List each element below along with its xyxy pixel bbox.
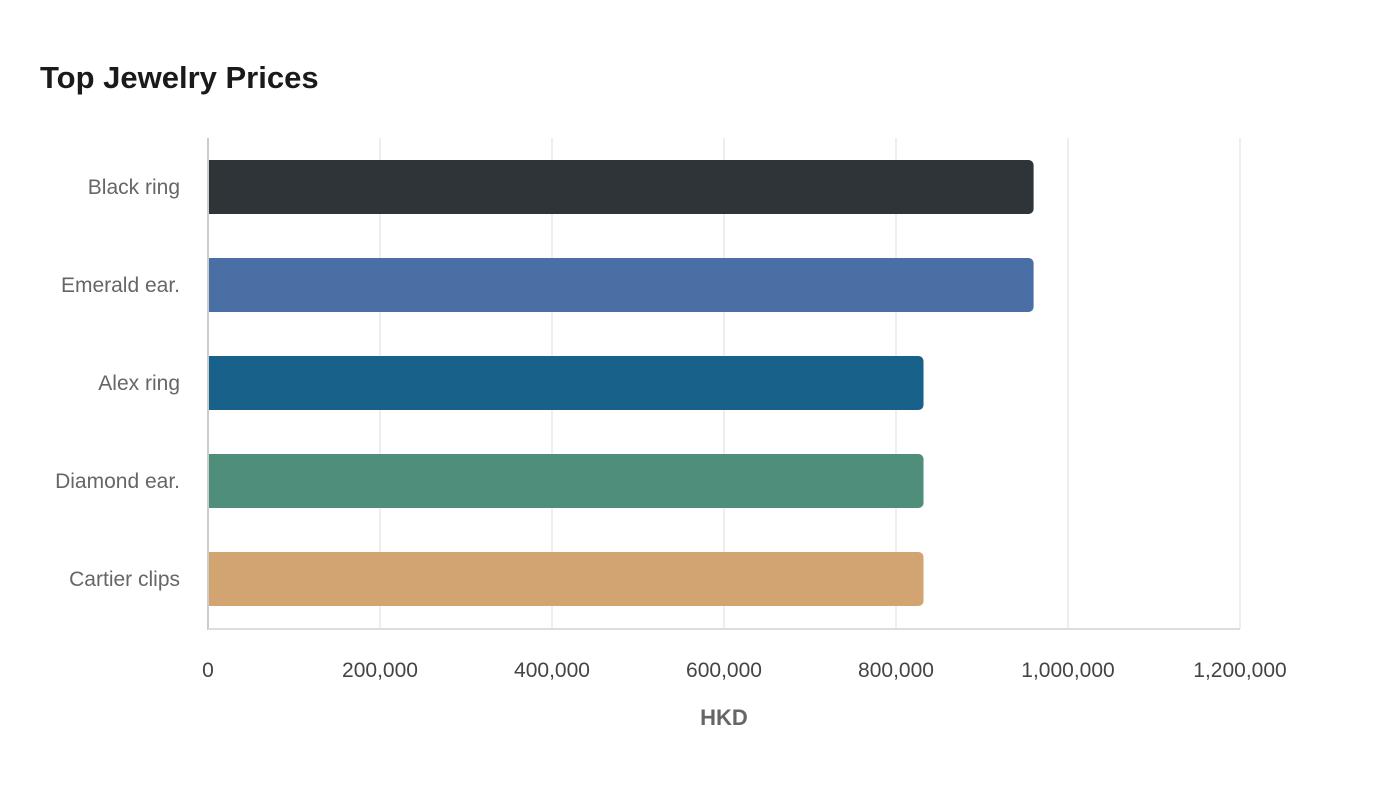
category-label: Emerald ear.	[61, 274, 180, 297]
bar-3	[208, 454, 924, 508]
x-tick-label: 800,000	[858, 659, 934, 682]
category-label: Black ring	[88, 176, 180, 199]
x-axis-title: HKD	[700, 705, 748, 730]
bar-1	[208, 258, 1034, 312]
bar-base-2	[208, 356, 216, 410]
x-tick-label: 0	[202, 659, 214, 682]
bar-base-4	[208, 552, 216, 606]
x-tick-label: 600,000	[686, 659, 762, 682]
x-tick-label: 400,000	[514, 659, 590, 682]
bar-0	[208, 160, 1034, 214]
chart-title: Top Jewelry Prices	[40, 60, 319, 95]
bars	[208, 160, 1034, 606]
category-label: Alex ring	[98, 372, 180, 395]
bar-base-3	[208, 454, 216, 508]
bar-4	[208, 552, 924, 606]
x-tick-label: 200,000	[342, 659, 418, 682]
bar-base-1	[208, 258, 216, 312]
x-tick-label: 1,200,000	[1193, 659, 1286, 682]
labels: 0 200,000 400,000 600,000 800,000 1,000,000 1,…	[55, 176, 1287, 682]
x-tick-label: 1,000,000	[1021, 659, 1114, 682]
bar-base-0	[208, 160, 216, 214]
category-label: Cartier clips	[69, 568, 180, 591]
bar-2	[208, 356, 924, 410]
category-label: Diamond ear.	[55, 470, 180, 493]
axes	[207, 138, 1240, 630]
